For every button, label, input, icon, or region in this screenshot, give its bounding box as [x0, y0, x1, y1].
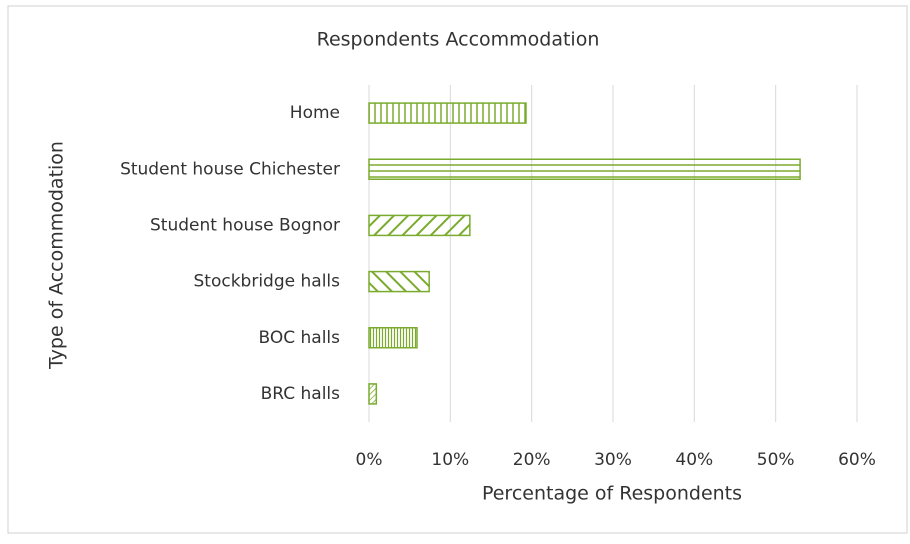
y-tick-label: Stockbridge halls — [194, 272, 341, 292]
bar — [368, 214, 471, 237]
chart-frame — [7, 5, 908, 534]
bar — [368, 102, 527, 124]
bar — [368, 270, 430, 293]
x-tick-label: 40% — [675, 450, 713, 470]
chart-title: Respondents Accommodation — [317, 29, 600, 51]
x-tick-label: 60% — [838, 450, 876, 470]
y-tick-label: BRC halls — [261, 384, 341, 404]
x-tick-label: 10% — [431, 450, 469, 470]
y-axis-label: Type of Accommodation — [46, 141, 68, 370]
bar — [368, 158, 801, 180]
y-tick-label: Student house Chichester — [120, 159, 340, 179]
x-tick-label: 0% — [356, 450, 383, 470]
x-tick-label: 30% — [594, 450, 632, 470]
bar — [368, 327, 418, 349]
y-tick-label: Home — [290, 103, 340, 123]
bar — [368, 383, 378, 405]
y-tick-label: BOC halls — [258, 328, 340, 348]
x-tick-label: 50% — [757, 450, 795, 470]
x-axis-label: Percentage of Respondents — [482, 483, 742, 505]
x-tick-label: 20% — [513, 450, 551, 470]
y-tick-label: Student house Bognor — [150, 215, 340, 235]
